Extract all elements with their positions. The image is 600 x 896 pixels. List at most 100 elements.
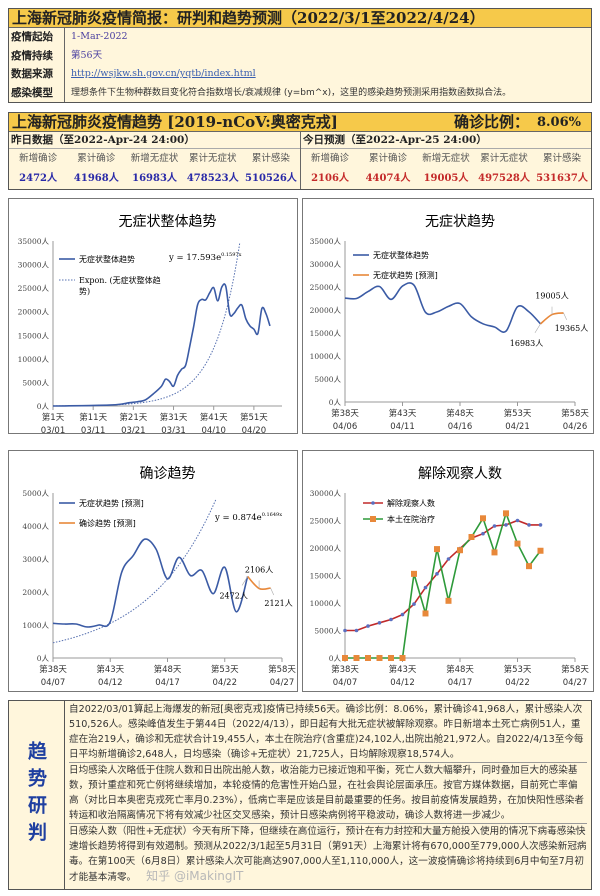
series-line <box>344 282 542 333</box>
x-tick-label: 第43天 <box>389 664 417 675</box>
x-tick-date: 03/21 <box>121 426 146 433</box>
y-tick-label: 10000人 <box>18 355 50 364</box>
x-tick-date: 04/21 <box>505 422 530 432</box>
x-tick-date: 04/26 <box>563 422 588 432</box>
duration: 第56天 <box>71 49 103 61</box>
series-line <box>52 283 271 407</box>
x-tick-date: 04/17 <box>448 678 473 688</box>
x-tick-label: 第38天 <box>331 664 359 675</box>
analysis-paragraph: 自2022/03/01算起上海爆发的新冠[奥密克戎]疫情已持续56天。确诊比例：… <box>69 702 587 763</box>
analysis-section: 趋势研判 自2022/03/01算起上海爆发的新冠[奥密克戎]疫情已持续56天。… <box>8 700 592 890</box>
y-tick-label: 5000人 <box>314 627 341 636</box>
info-row-start: 疫情起始 1-Mar-2022 <box>9 28 591 47</box>
legend-label: 无症状趋势 [预测] <box>79 498 144 508</box>
value: 510526人 <box>245 173 297 184</box>
data-point <box>342 655 348 661</box>
data-point <box>504 523 508 527</box>
legend-label: 解除观察人数 <box>387 498 435 508</box>
header: 累计感染 <box>251 153 290 164</box>
y-tick-label: 35000人 <box>18 237 50 246</box>
x-tick-date: 03/01 <box>41 426 66 433</box>
data-point <box>434 546 440 553</box>
label: 疫情持续 <box>9 46 65 65</box>
y-tick-label: 25000人 <box>310 517 342 526</box>
trend-title-bar: 上海新冠肺炎疫情趋势 [2019-nCoV:奥密克戎] 确诊比例： 8.06% <box>9 113 591 132</box>
legend-label: 无症状整体趋势 <box>373 250 429 260</box>
y-tick-label: 0人 <box>329 398 342 407</box>
start-date: 1-Mar-2022 <box>71 31 128 42</box>
header: 新增无症状 <box>422 153 470 164</box>
value: 16983人 <box>132 173 177 184</box>
value: 478523人 <box>186 173 239 184</box>
equation-base: y = 0.874e <box>214 513 262 523</box>
y-tick-label: 3000人 <box>22 555 49 564</box>
x-tick-label: 第48天 <box>446 408 474 419</box>
y-tick-label: 30000人 <box>18 261 50 270</box>
x-tick-date: 04/20 <box>242 426 267 433</box>
brief-section: 上海新冠肺炎疫情简报：研判和趋势预测（2022/3/1至2022/4/24） 疫… <box>8 8 592 103</box>
legend-label: 无症状整体趋势 <box>79 254 135 264</box>
trendline <box>52 242 241 407</box>
model-description: 理想条件下生物种群数目变化符合指数增长/衰减规律 (y=bm^x)，这里的感染趋… <box>71 87 512 98</box>
value: 531637人 <box>536 173 588 184</box>
legend-label: 本土在院治疗 <box>387 514 435 524</box>
x-tick-date: 04/10 <box>201 426 226 433</box>
y-tick-label: 0人 <box>37 654 50 663</box>
analysis-paragraph: 日均感染人次略低于住院人数和日出院出舱人数，收治能力已接近饱和平衡，死亡人数大幅… <box>69 763 587 824</box>
y-tick-label: 15000人 <box>310 329 342 338</box>
data-point <box>411 570 417 577</box>
ratio-label: 确诊比例： <box>453 113 529 131</box>
header: 新增确诊 <box>19 153 58 164</box>
data-point <box>527 523 531 527</box>
chart-asymptomatic-trend: 无症状趋势 0人 5000人 10000人 15000人 20000人 25000人 3000… <box>302 198 594 434</box>
info-row-model: 感染模型 理想条件下生物种群数目变化符合指数增长/衰减规律 (y=bm^x)，这里… <box>9 83 591 102</box>
ratio-value: 8.06% <box>536 115 581 130</box>
x-tick-date: 04/11 <box>390 422 415 432</box>
header: 累计确诊 <box>77 153 116 164</box>
data-point <box>538 523 543 527</box>
label: 数据来源 <box>9 65 65 84</box>
data-label: 19005人 <box>535 292 568 301</box>
trend-title: 上海新冠肺炎疫情趋势 [2019-nCoV:奥密克戎] <box>12 113 338 131</box>
x-tick-date: 04/22 <box>213 678 238 688</box>
y-tick-label: 2000人 <box>22 588 49 597</box>
x-tick-date: 04/27 <box>270 678 295 688</box>
data-point <box>399 655 406 661</box>
watermark: 知乎 @iMakingIT <box>146 869 244 883</box>
data-label: 2106人 <box>245 566 273 575</box>
data-label: 2121人 <box>264 599 292 608</box>
data-point <box>377 621 382 625</box>
y-tick-label: 20000人 <box>310 306 342 315</box>
data-label: 16983人 <box>510 339 543 348</box>
data-label-leader <box>563 312 567 321</box>
trend-section: 上海新冠肺炎疫情趋势 [2019-nCoV:奥密克戎] 确诊比例： 8.06% … <box>8 112 592 190</box>
legend-marker <box>371 501 375 505</box>
data-point <box>480 515 486 522</box>
data-point <box>366 624 370 628</box>
x-tick-label: 第31天 <box>160 412 188 423</box>
chart-asymptomatic-overall: 无症状整体趋势 0人 5000人 10000人 15000人 20000人 25000人 30… <box>8 198 298 434</box>
value: 41968人 <box>73 173 119 184</box>
y-tick-label: 1000人 <box>22 621 49 630</box>
chart-title: 无症状趋势 <box>425 214 495 230</box>
y-tick-label: 30000人 <box>310 489 342 498</box>
x-tick-label: 第38天 <box>39 664 67 675</box>
data-point <box>492 524 497 528</box>
info-row-source: 数据来源 http://wsjkw.sh.gov.cn/yqtb/index.ht… <box>9 65 591 84</box>
data-label-leader <box>534 323 541 334</box>
header: 累计确诊 <box>368 153 407 164</box>
source-link[interactable]: http://wsjkw.sh.gov.cn/yqtb/index.html <box>71 68 256 79</box>
x-tick-label: 第1天 <box>42 412 65 423</box>
x-tick-label: 第53天 <box>211 664 239 675</box>
legend-text: Expon. (无症状整体趋 <box>79 275 161 285</box>
value: 44074人 <box>365 173 411 184</box>
data-point <box>412 602 416 606</box>
legend-marker <box>370 516 376 522</box>
legend-text: 势) <box>79 286 90 296</box>
value: 2472人 <box>19 173 58 184</box>
x-tick-date: 04/06 <box>333 422 358 432</box>
data-point <box>435 572 439 576</box>
side-label-text: 趋势研判 <box>25 741 47 849</box>
data-point <box>445 597 452 604</box>
data-label-leader <box>241 576 248 586</box>
